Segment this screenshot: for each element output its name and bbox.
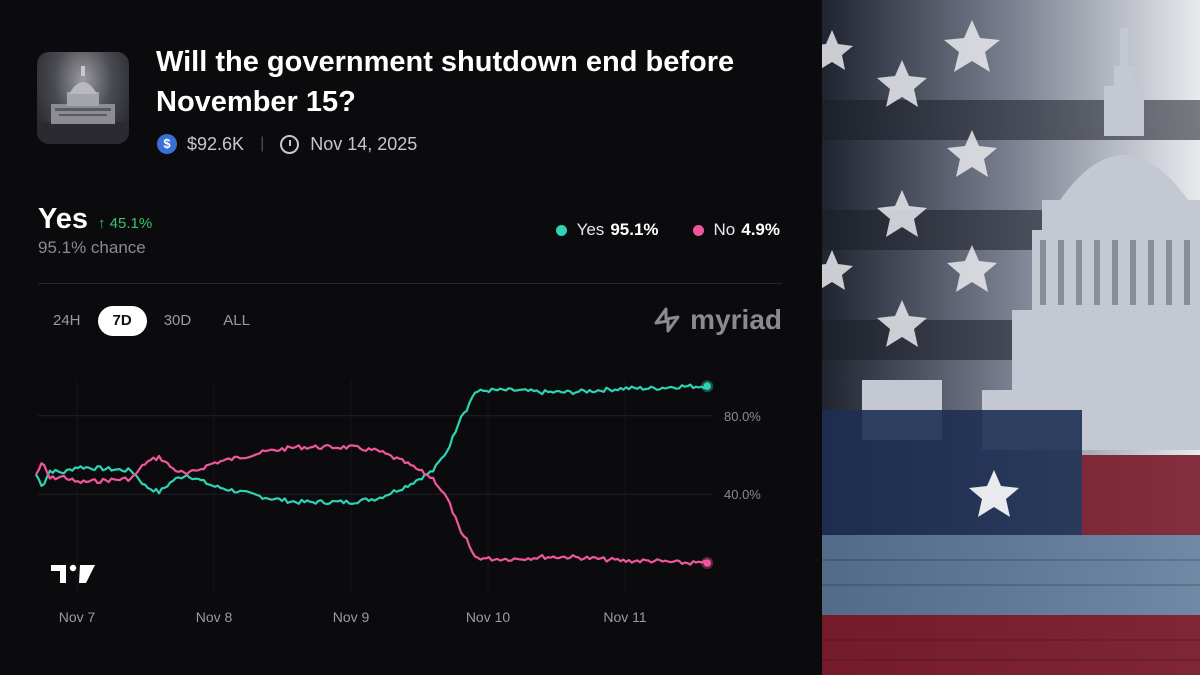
range-selector: 24H 7D 30D ALL — [38, 306, 267, 336]
range-30d-button[interactable]: 30D — [163, 312, 192, 329]
outcome-change: ↑ 45.1% — [98, 215, 153, 232]
series-line-yes — [34, 383, 708, 506]
range-24h-button[interactable]: 24H — [53, 312, 81, 329]
y-axis-labels: 80.0% 40.0% — [724, 409, 761, 502]
outcome-chance: 95.1% chance — [38, 238, 146, 257]
x-tick-label: Nov 8 — [196, 609, 233, 625]
chart-grid — [38, 380, 712, 595]
x-tick-label: Nov 10 — [466, 609, 511, 625]
chart-legend: Yes 95.1% No 4.9% — [522, 220, 780, 240]
market-meta: $ $92.6K | Nov 14, 2025 — [157, 132, 417, 156]
market-title: Will the government shutdown end before … — [156, 46, 735, 118]
section-divider — [38, 283, 782, 284]
x-tick-label: Nov 7 — [59, 609, 96, 625]
x-tick-label: Nov 9 — [333, 609, 370, 625]
legend-yes-label: Yes — [576, 220, 605, 239]
market-end-date: Nov 14, 2025 — [310, 133, 418, 154]
y-tick-label: 40.0% — [724, 487, 761, 502]
clock-icon — [280, 134, 300, 154]
tradingview-logo-icon — [51, 564, 95, 583]
outcome-header: Yes ↑ 45.1% — [38, 203, 152, 236]
outcome-label: Yes — [38, 203, 88, 235]
x-tick-label: Nov 11 — [603, 609, 647, 625]
market-volume: $92.6K — [187, 133, 245, 154]
legend-no-value: 4.9% — [741, 220, 780, 239]
end-dot-yes — [703, 382, 711, 391]
market-panel: Will the government shutdown end before … — [0, 46, 822, 640]
end-dot-no — [703, 559, 711, 567]
capitol-flag-illustration — [822, 0, 1200, 675]
y-tick-label: 80.0% — [724, 409, 761, 424]
series-lines — [34, 383, 708, 566]
capitol-flag-image — [822, 0, 1200, 675]
x-axis-labels: Nov 7 Nov 8 Nov 9 Nov 10 Nov 11 — [59, 609, 647, 625]
legend-item-no: No 4.9% — [692, 220, 780, 240]
legend-no-dot — [692, 224, 704, 236]
myriad-logo-icon — [654, 307, 680, 333]
market-thumbnail — [37, 52, 129, 144]
brand-logo: myriad — [652, 304, 782, 336]
legend-item-yes: Yes 95.1% — [555, 220, 659, 240]
series-end-dots — [701, 380, 714, 569]
range-7d-button[interactable]: 7D — [97, 306, 147, 336]
legend-yes-dot — [555, 224, 567, 236]
series-line-no — [34, 444, 708, 566]
meta-separator: | — [260, 135, 265, 152]
capitol-icon — [37, 66, 129, 144]
usdc-coin-icon: $ — [157, 134, 177, 154]
price-chart[interactable]: 80.0% 40.0% Nov 7 Nov 8 Nov 9 Nov 10 Nov 11 — [0, 380, 822, 640]
legend-yes-value: 95.1% — [610, 220, 659, 239]
brand-name: myriad — [690, 304, 782, 335]
range-all-button[interactable]: ALL — [223, 312, 250, 329]
legend-no-label: No — [713, 220, 736, 239]
